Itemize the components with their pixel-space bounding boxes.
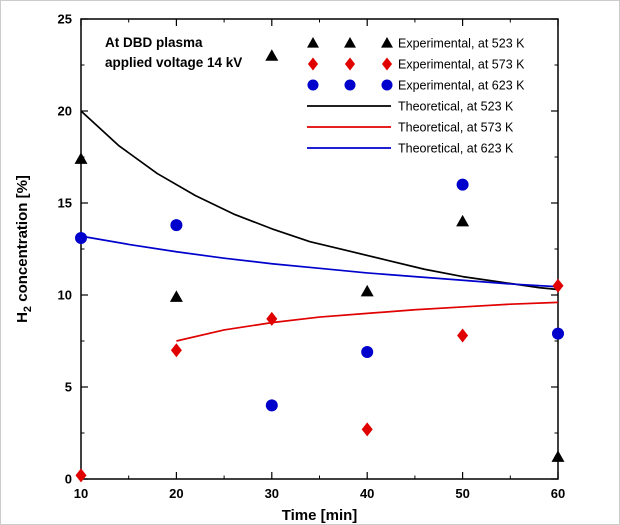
y-tick-label: 5: [65, 380, 72, 395]
legend-label: Experimental, at 573 K: [398, 58, 525, 72]
x-tick-label: 60: [551, 486, 565, 501]
diamond-marker: [457, 328, 469, 343]
x-tick-label: 50: [455, 486, 469, 501]
diamond-marker: [75, 468, 87, 483]
triangle-marker: [551, 450, 565, 462]
triangle-marker: [344, 37, 356, 48]
circle-marker: [344, 79, 356, 91]
legend-label: Theoretical, at 573 K: [398, 121, 514, 135]
x-tick-label: 20: [169, 486, 183, 501]
diamond-marker: [307, 57, 319, 71]
x-tick-label: 30: [265, 486, 279, 501]
circle-marker: [75, 231, 87, 244]
annotation-line-1: At DBD plasma: [105, 35, 203, 50]
triangle-marker: [307, 37, 319, 48]
triangle-marker: [74, 152, 88, 164]
y-tick-label: 15: [58, 196, 72, 211]
x-axis-title: Time [min]: [282, 507, 358, 524]
circle-marker: [307, 79, 319, 91]
triangle-marker: [456, 214, 470, 227]
legend-label: Theoretical, at 623 K: [398, 142, 514, 156]
annotation-line-2: applied voltage 14 kV: [105, 55, 243, 70]
legend-label: Theoretical, at 523 K: [398, 100, 514, 114]
x-tick-label: 10: [74, 486, 88, 501]
diamond-marker: [344, 57, 356, 71]
y-tick-label: 20: [58, 104, 72, 119]
y-tick-label: 0: [65, 472, 72, 487]
legend-label: Experimental, at 523 K: [398, 37, 525, 51]
y-axis-title: H2 concentration [%]: [14, 175, 34, 323]
chart-annotation: At DBD plasma applied voltage 14 kV: [105, 33, 242, 73]
triangle-marker: [169, 290, 183, 302]
circle-marker: [170, 219, 183, 232]
y-tick-label: 10: [58, 288, 72, 303]
triangle-marker: [381, 37, 393, 48]
diamond-marker: [266, 311, 278, 326]
circle-marker: [381, 79, 393, 91]
circle-marker: [552, 327, 564, 340]
legend-label: Experimental, at 623 K: [398, 79, 525, 93]
circle-marker: [456, 178, 469, 191]
diamond-marker: [170, 343, 182, 358]
diamond-marker: [552, 278, 564, 293]
diamond-marker: [381, 57, 393, 71]
x-tick-label: 40: [360, 486, 374, 501]
circle-marker: [361, 346, 374, 359]
theoretical-curve: [80, 235, 559, 288]
triangle-marker: [265, 49, 279, 61]
y-tick-label: 25: [58, 12, 72, 27]
triangle-marker: [360, 284, 374, 297]
theoretical-curve: [80, 110, 559, 291]
theoretical-curve: [176, 301, 559, 342]
circle-marker: [265, 399, 278, 412]
diamond-marker: [361, 422, 373, 437]
